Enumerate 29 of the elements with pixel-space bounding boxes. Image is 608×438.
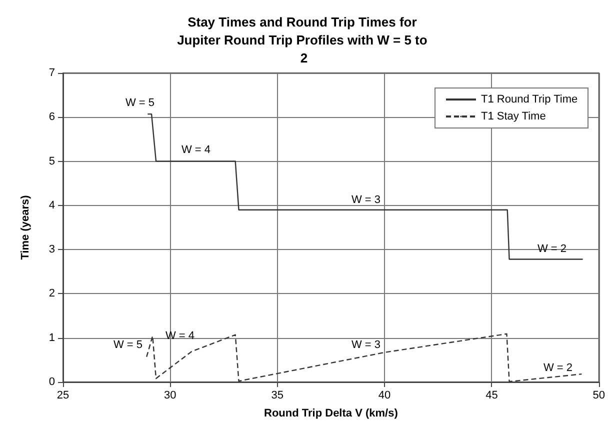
- line-series: [146, 333, 582, 382]
- x-tick-label: 40: [378, 390, 391, 402]
- y-tick-label: 2: [48, 288, 55, 300]
- x-tick-label: 30: [164, 390, 176, 402]
- x-tick-label: 25: [56, 390, 70, 402]
- y-tick-label: 4: [48, 199, 55, 212]
- y-tick-label: 1: [48, 332, 55, 344]
- line-series: [147, 113, 584, 260]
- annotation: W = 4: [165, 330, 195, 342]
- annotation: W = 2: [543, 362, 573, 374]
- chart-title: Stay Times and Round Trip Times for Jupiter Round Trip Profiles with W = 5 to 2: [177, 14, 431, 66]
- x-tick-label: 35: [271, 390, 284, 402]
- annotation: W = 3: [351, 194, 381, 206]
- x-tick-label: 50: [592, 390, 606, 402]
- y-tick-label: 6: [48, 111, 55, 124]
- y-tick-label: 0: [48, 376, 55, 388]
- y-axis-title: Time (years): [20, 194, 32, 260]
- annotation: W = 3: [351, 339, 381, 351]
- annotation: W = 5: [125, 97, 155, 109]
- annotation: W = 4: [181, 144, 211, 156]
- x-axis-title: Round Trip Delta V (km/s): [264, 408, 398, 420]
- annotation: W = 5: [113, 339, 143, 351]
- y-tick-label: 3: [48, 244, 55, 256]
- legend-label: T1 Stay Time: [481, 110, 546, 122]
- legend-label: T1 Round Trip Time: [481, 94, 578, 106]
- y-tick-label: 7: [48, 67, 55, 79]
- x-tick-label: 45: [486, 390, 498, 402]
- annotation: W = 2: [537, 243, 567, 255]
- y-tick-label: 5: [48, 155, 55, 168]
